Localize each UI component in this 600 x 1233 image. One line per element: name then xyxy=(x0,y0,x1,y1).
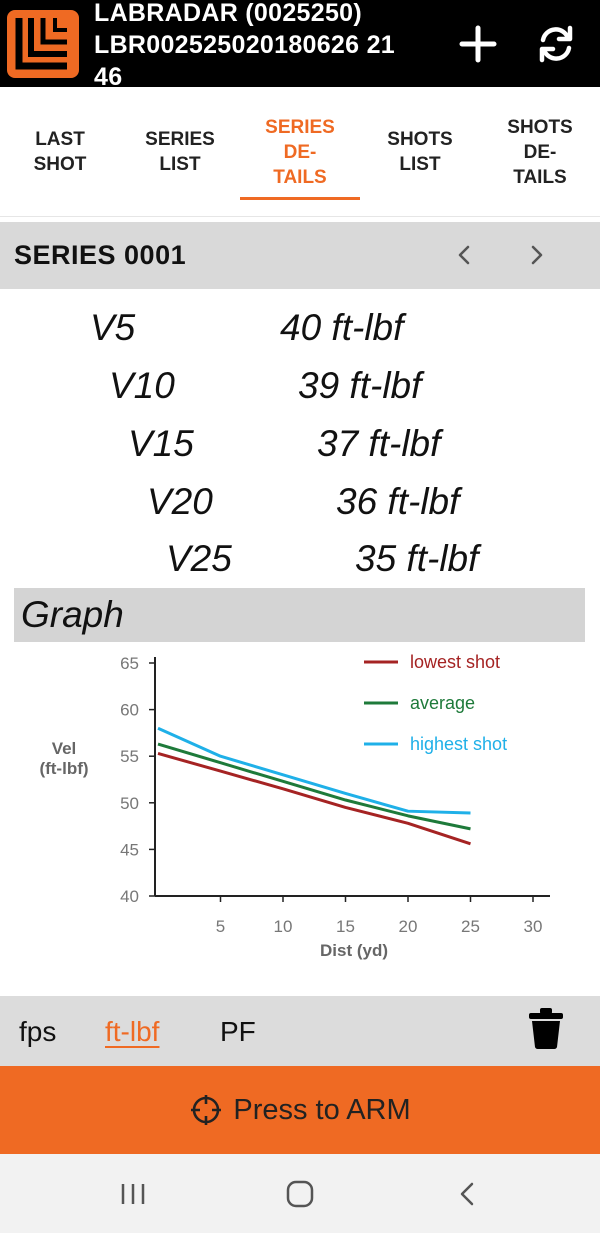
y-axis-label: Vel xyxy=(52,739,77,758)
tab-shots-details[interactable]: SHOTS DE- TAILS xyxy=(480,115,600,190)
series-line-lowest-shot xyxy=(157,751,471,846)
y-tick-label: 45 xyxy=(120,840,139,859)
legend-label: average xyxy=(410,693,475,713)
system-navigation-bar xyxy=(0,1154,600,1233)
tab-label: LIST xyxy=(159,154,201,175)
tab-label: SHOTS xyxy=(507,117,573,138)
y-tick-label: 55 xyxy=(120,747,139,766)
tab-series-details[interactable]: SERIES DE- TAILS xyxy=(240,115,360,190)
velocity-label-v5: V5 xyxy=(90,307,136,348)
tab-label: DE- xyxy=(523,142,557,163)
legend-label: lowest shot xyxy=(410,652,500,672)
velocity-value-v25: 35 ft-lbf xyxy=(355,538,479,579)
trash-icon[interactable] xyxy=(526,1006,566,1050)
tab-last-shot[interactable]: LAST SHOT xyxy=(0,127,120,177)
arm-label: Press to ARM xyxy=(233,1093,411,1126)
graph-header: Graph xyxy=(14,588,585,642)
tab-bar: LAST SHOT SERIES LIST SERIES DE- TAILS S… xyxy=(0,87,600,217)
x-tick-label: 25 xyxy=(461,917,480,936)
graph-title: Graph xyxy=(21,594,124,635)
unit-pf-button[interactable]: PF xyxy=(220,1016,256,1047)
unit-ftlbf-button[interactable]: ft-lbf xyxy=(105,1016,160,1047)
x-tick-label: 20 xyxy=(399,917,418,936)
tab-label: DE- xyxy=(283,142,317,163)
y-axis-label: (ft-lbf) xyxy=(39,759,88,778)
tab-label: TAILS xyxy=(513,167,567,188)
labradar-logo-icon xyxy=(7,10,79,78)
tab-label: LAST xyxy=(35,129,85,150)
series-line-average xyxy=(157,742,471,831)
x-tick-label: 30 xyxy=(524,917,543,936)
x-tick-label: 5 xyxy=(216,917,225,936)
arm-button[interactable]: Press to ARM xyxy=(0,1066,600,1154)
series-header: SERIES 0001 xyxy=(0,222,600,289)
refresh-icon[interactable] xyxy=(534,22,578,66)
tab-label: SHOTS xyxy=(387,129,453,150)
chevron-left-icon[interactable] xyxy=(450,240,480,270)
x-tick-label: 10 xyxy=(274,917,293,936)
home-icon[interactable] xyxy=(284,1178,316,1210)
velocity-label-v25: V25 xyxy=(166,538,232,579)
tab-label: SHOT xyxy=(33,154,87,175)
device-title-line3: 46 xyxy=(94,63,123,87)
series-title: SERIES 0001 xyxy=(14,240,187,270)
velocity-value-v10: 39 ft-lbf xyxy=(298,365,422,406)
y-tick-label: 40 xyxy=(120,887,139,906)
velocity-value-v5: 40 ft-lbf xyxy=(280,307,404,348)
legend-label: highest shot xyxy=(410,734,507,754)
active-tab-indicator xyxy=(240,197,360,200)
velocity-value-v15: 37 ft-lbf xyxy=(317,423,441,464)
velocity-chart: 40 45 50 55 60 65 5 10 15 20 25 30 Vel(ft-lbf) Dist (… xyxy=(39,652,550,960)
tab-series-list[interactable]: SERIES LIST xyxy=(120,127,240,177)
y-tick-label: 60 xyxy=(120,701,139,720)
velocity-label-v10: V10 xyxy=(109,365,175,406)
tab-label: TAILS xyxy=(273,167,327,188)
units-bar: fps ft-lbf PF xyxy=(0,996,600,1066)
unit-fps-button[interactable]: fps xyxy=(19,1016,57,1047)
x-tick-label: 15 xyxy=(336,917,355,936)
device-title-line2: LBR002525020180626 21 xyxy=(94,31,395,59)
x-axis-label: Dist (yd) xyxy=(320,941,388,960)
tab-label: SERIES xyxy=(145,129,215,150)
recents-icon[interactable] xyxy=(117,1178,149,1210)
velocity-label-v15: V15 xyxy=(128,423,194,464)
crosshair-icon xyxy=(191,1095,222,1125)
device-title-line1: LABRADAR (0025250) xyxy=(94,0,362,27)
plus-icon[interactable] xyxy=(456,22,500,66)
velocity-label-v20: V20 xyxy=(147,481,213,522)
velocity-value-v20: 36 ft-lbf xyxy=(336,481,460,522)
back-icon[interactable] xyxy=(452,1178,484,1210)
tab-shots-list[interactable]: SHOTS LIST xyxy=(360,127,480,177)
tab-label: LIST xyxy=(399,154,441,175)
app-bar: LABRADAR (0025250) LBR002525020180626 21… xyxy=(0,0,600,87)
tab-label: SERIES xyxy=(265,117,335,138)
device-title: LABRADAR (0025250) LBR002525020180626 21… xyxy=(94,0,434,87)
y-tick-label: 65 xyxy=(120,654,139,673)
chevron-right-icon[interactable] xyxy=(521,240,551,270)
y-tick-label: 50 xyxy=(120,794,139,813)
series-line-highest-shot xyxy=(157,726,471,815)
arm-button-content: Press to ARM xyxy=(0,1066,600,1154)
